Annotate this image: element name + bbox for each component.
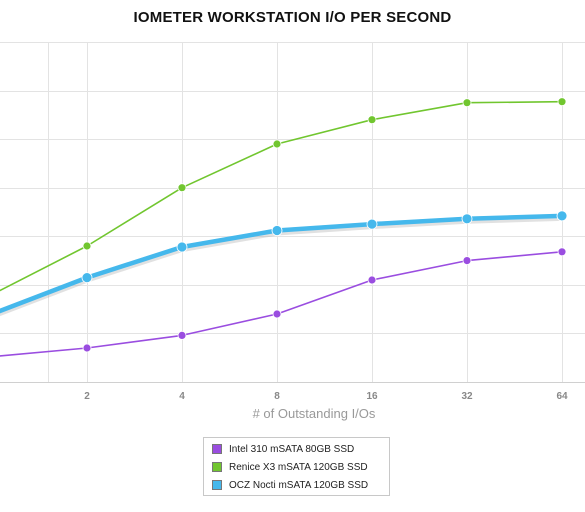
x-tick-label-4: 4 xyxy=(179,391,185,402)
legend-label-intel: Intel 310 mSATA 80GB SSD xyxy=(229,443,355,455)
point-ocz-4 xyxy=(176,241,188,253)
x-axis-label: # of Outstanding I/Os xyxy=(253,406,376,421)
point-renice-4 xyxy=(177,183,187,193)
point-ocz-16 xyxy=(366,218,378,230)
legend-item-intel: Intel 310 mSATA 80GB SSD xyxy=(212,440,389,458)
legend-label-renice: Renice X3 mSATA 120GB SSD xyxy=(229,461,368,473)
legend-swatch-intel xyxy=(212,444,222,454)
point-intel-16 xyxy=(367,275,377,285)
point-intel-64 xyxy=(557,247,567,257)
x-tick-label-2: 2 xyxy=(84,391,90,402)
legend-swatch-renice xyxy=(212,462,222,472)
series-layer xyxy=(0,97,568,357)
point-intel-4 xyxy=(177,330,187,340)
point-intel-32 xyxy=(462,256,472,266)
legend-item-ocz: OCZ Nocti mSATA 120GB SSD xyxy=(212,476,389,494)
point-renice-32 xyxy=(462,98,472,108)
series-line-renice xyxy=(0,100,563,292)
point-ocz-2 xyxy=(81,272,93,284)
x-tick-label-32: 32 xyxy=(461,391,473,402)
x-tick-label-16: 16 xyxy=(366,391,378,402)
point-renice-2 xyxy=(82,241,92,251)
x-tick-label-8: 8 xyxy=(274,391,280,402)
point-ocz-8 xyxy=(271,225,283,236)
legend-item-renice: Renice X3 mSATA 120GB SSD xyxy=(212,458,389,476)
point-renice-8 xyxy=(272,139,282,149)
grid xyxy=(0,42,585,383)
series-line-intel xyxy=(0,251,563,357)
point-renice-16 xyxy=(367,115,377,125)
legend-swatch-ocz xyxy=(212,480,222,490)
point-intel-2 xyxy=(82,343,92,353)
legend-label-ocz: OCZ Nocti mSATA 120GB SSD xyxy=(229,479,369,491)
point-ocz-32 xyxy=(461,213,473,225)
chart-title: IOMETER WORKSTATION I/O PER SECOND xyxy=(133,9,452,26)
legend: Intel 310 mSATA 80GB SSD Renice X3 mSATA… xyxy=(203,437,390,496)
point-renice-64 xyxy=(557,97,567,107)
point-intel-8 xyxy=(272,309,282,319)
x-tick-labels: 2 4 8 16 32 64 xyxy=(84,391,568,402)
point-ocz-64 xyxy=(556,210,568,222)
x-tick-label-64: 64 xyxy=(556,391,568,402)
